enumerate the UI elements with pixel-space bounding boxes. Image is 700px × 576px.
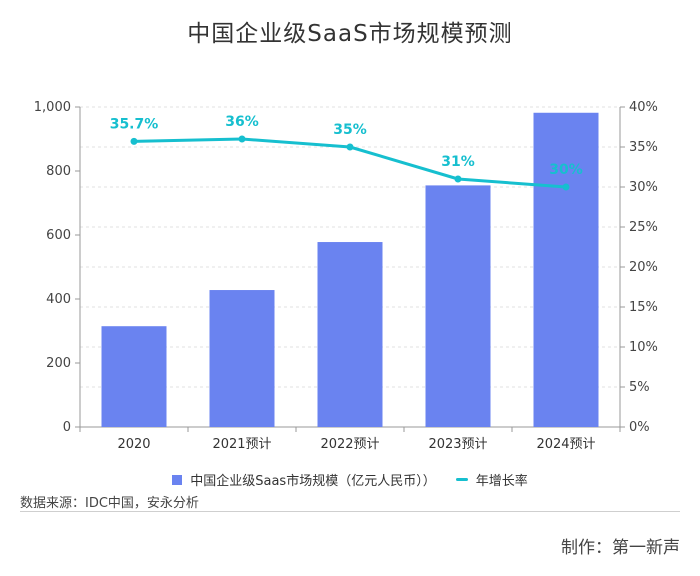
combo-chart: 0 200 400 600 800 1,000 0% 5% 10% 15% 20% 25% 30% 35%… (34, 100, 658, 452)
x-axis-tick-label: 2024预计 (536, 437, 595, 452)
legend-bar-label: 中国企业级Saas市场规模（亿元人民币）） (190, 474, 436, 489)
left-axis-tick-label: 1,000 (34, 100, 71, 115)
growth-rate-data-label: 35.7% (110, 116, 159, 132)
growth-rate-point (238, 135, 246, 143)
left-axis-tick-label: 0 (63, 420, 71, 435)
right-axis-tick-label: 25% (629, 220, 658, 235)
right-axis-tick-label: 30% (629, 180, 658, 195)
growth-rate-data-label: 31% (441, 154, 475, 170)
legend-line-swatch (455, 478, 468, 481)
legend: 中国企业级Saas市场规模（亿元人民币）） 年增长率 (0, 470, 700, 489)
growth-rate-point (562, 183, 570, 191)
right-axis-tick-label: 35% (629, 140, 658, 155)
left-axis-tick-label: 200 (46, 356, 71, 371)
right-axis-tick-label: 40% (629, 100, 658, 115)
growth-rate-data-label: 35% (333, 122, 367, 138)
divider (20, 511, 680, 512)
growth-rate-point (454, 175, 462, 183)
bar (533, 112, 599, 427)
x-axis-tick-label: 2023预计 (428, 437, 487, 452)
bar (317, 242, 383, 427)
x-axis-tick-label: 2021预计 (212, 437, 271, 452)
data-source-note: 数据来源：IDC中国，安永分析 (20, 496, 199, 511)
right-axis-tick-label: 20% (629, 260, 658, 275)
legend-line-label: 年增长率 (475, 474, 528, 489)
legend-item-bar: 中国企业级Saas市场规模（亿元人民币）） (172, 470, 436, 489)
legend-item-line: 年增长率 (455, 470, 528, 489)
right-axis-tick-label: 15% (629, 300, 658, 315)
right-axis-tick-label: 10% (629, 340, 658, 355)
right-axis-tick-label: 0% (629, 420, 650, 435)
growth-rate-data-label: 30% (549, 162, 583, 178)
left-axis-tick-label: 800 (46, 164, 71, 179)
bar (425, 185, 491, 427)
growth-rate-point (130, 137, 138, 145)
left-axis-tick-label: 600 (46, 228, 71, 243)
bar (101, 326, 167, 427)
growth-rate-point (346, 143, 354, 151)
chart-title: 中国企业级SaaS市场规模预测 (187, 21, 513, 47)
x-axis-tick-label: 2020 (117, 437, 150, 452)
legend-bar-swatch (172, 474, 183, 485)
left-axis-tick-label: 400 (46, 292, 71, 307)
credit-note: 制作：第一新声 (561, 538, 680, 558)
bar (209, 290, 275, 427)
growth-rate-data-label: 36% (225, 114, 259, 130)
x-axis-tick-label: 2022预计 (320, 437, 379, 452)
right-axis-tick-label: 5% (629, 380, 650, 395)
